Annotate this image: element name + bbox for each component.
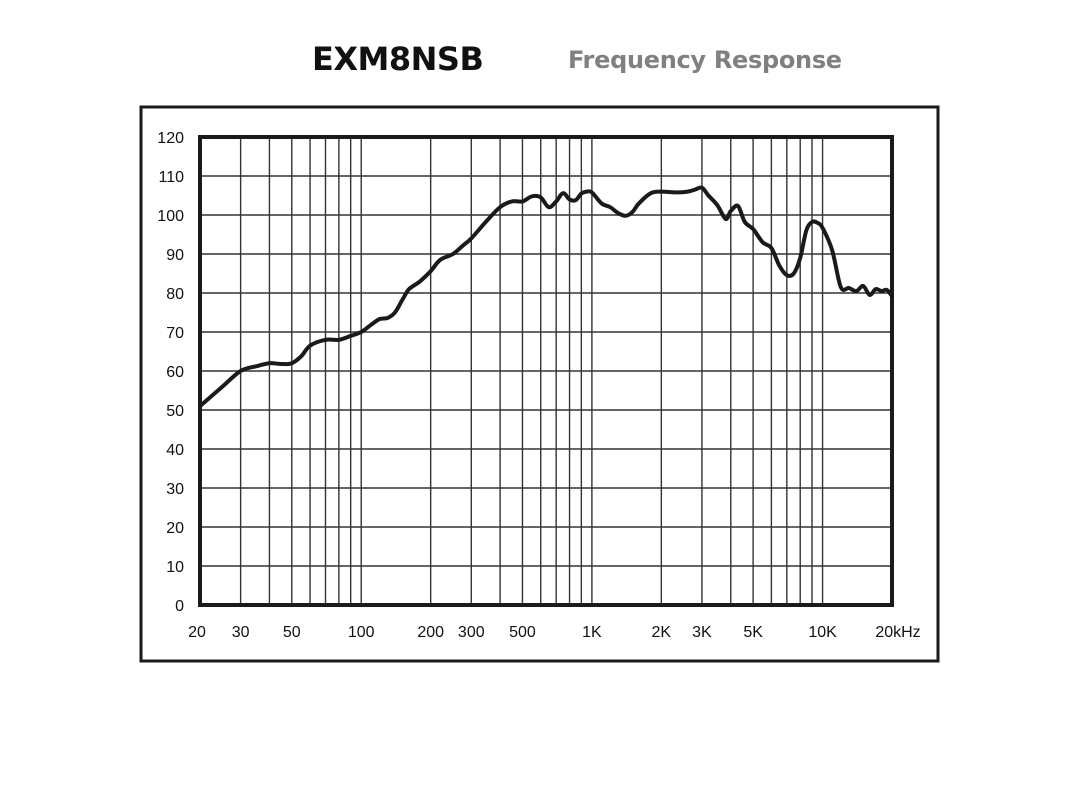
y-tick-label: 110 xyxy=(158,169,184,186)
x-tick-label: 2K xyxy=(652,624,672,641)
x-tick-label: 3K xyxy=(692,624,712,641)
x-tick-label: 500 xyxy=(509,624,536,641)
frequency-response-curve xyxy=(198,185,894,409)
outer-frame xyxy=(139,105,940,663)
plot-area-border xyxy=(198,135,894,607)
y-tick-label: 50 xyxy=(166,403,184,420)
chart-header: EXM8NSB Frequency Response xyxy=(0,36,1080,86)
x-tick-label: 30 xyxy=(232,624,250,641)
y-tick-label: 80 xyxy=(166,286,184,303)
y-tick-label: 0 xyxy=(175,598,184,615)
y-axis-ticks: 0 10 20 30 40 50 60 70 80 90 100 110 120 xyxy=(157,130,184,615)
x-tick-label: 5K xyxy=(743,624,763,641)
chart-subtitle: Frequency Response xyxy=(568,46,842,74)
x-axis-ticks: 20 30 50 100 200 300 500 1K 2K 3K 5K 10K 20kHz xyxy=(188,624,921,641)
y-tick-label: 70 xyxy=(166,325,184,342)
y-tick-label: 10 xyxy=(166,559,184,576)
y-tick-label: 40 xyxy=(166,442,184,459)
y-tick-label: 60 xyxy=(166,364,184,381)
x-tick-label: 300 xyxy=(458,624,485,641)
y-tick-label: 100 xyxy=(157,208,184,225)
x-tick-label: 10K xyxy=(808,624,837,641)
x-tick-label: 50 xyxy=(283,624,301,641)
model-title: EXM8NSB xyxy=(312,40,484,78)
y-tick-label: 30 xyxy=(166,481,184,498)
x-tick-label: 20kHz xyxy=(875,624,920,641)
y-tick-label: 120 xyxy=(157,130,184,147)
x-tick-label: 100 xyxy=(348,624,375,641)
y-tick-label: 20 xyxy=(166,520,184,537)
x-tick-label: 1K xyxy=(582,624,602,641)
x-tick-label: 20 xyxy=(188,624,206,641)
x-tick-label: 200 xyxy=(417,624,444,641)
y-tick-label: 90 xyxy=(166,247,184,264)
